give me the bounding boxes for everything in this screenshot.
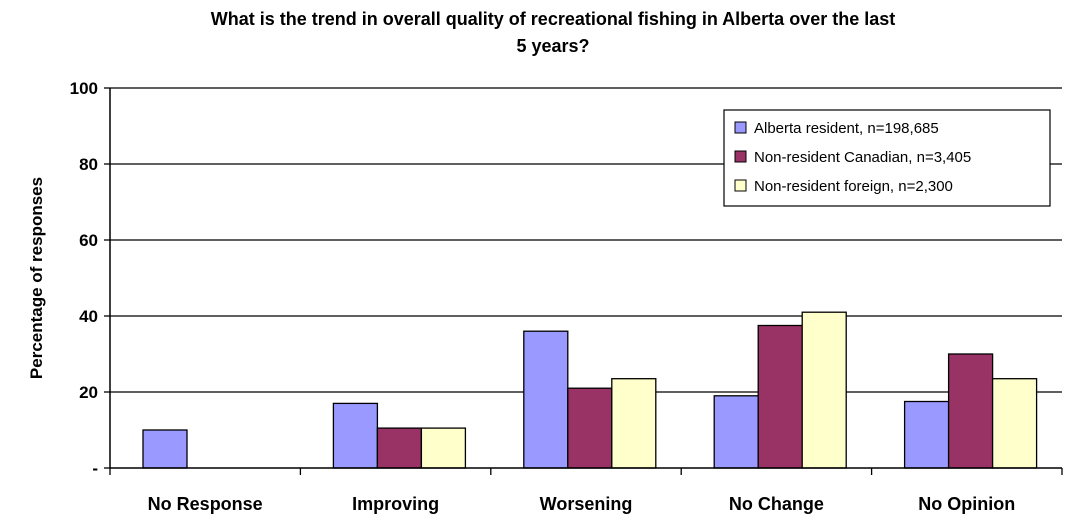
x-category-label: Worsening [540,494,633,514]
y-tick-label: 40 [79,307,98,326]
x-category-label: No Response [148,494,263,514]
legend: Alberta resident, n=198,685 Non-resident … [723,109,1051,207]
y-tick-label: - [92,459,98,478]
x-category-label: Improving [352,494,439,514]
y-tick-label: 20 [79,383,98,402]
bar-1-5 [903,400,950,469]
y-tick-label: 100 [70,79,98,98]
legend-swatch [734,179,747,192]
x-category-label: No Opinion [918,494,1015,514]
legend-swatch [734,150,747,163]
bar-2-3 [567,387,613,469]
bar-2-2 [376,427,423,469]
y-axis-label: Percentage of responses [27,177,46,379]
y-tick-label: 60 [79,231,98,250]
bar-1-2 [332,402,379,469]
bar-1-1 [142,429,188,469]
bar-3-4 [801,311,847,469]
bars [142,311,1038,469]
legend-entry-label: Non-resident foreign, n=2,300 [754,178,953,195]
bar-2-4 [757,324,803,469]
legend-box [723,109,1051,207]
bar-3-5 [991,378,1038,469]
axes: - 20 40 60 80 100 No Response Improving Worsenin… [70,79,1063,514]
bar-1-3 [523,330,569,469]
chart-title-line-2: 5 years? [516,36,589,56]
bar-1-4 [713,395,759,469]
x-category-label: No Change [729,494,824,514]
bar-3-2 [420,427,467,469]
bar-3-3 [611,378,657,469]
legend-entry-label: Non-resident Canadian, n=3,405 [754,149,971,166]
legend-entry-label: Alberta resident, n=198,685 [754,120,939,137]
legend-swatch [734,121,747,134]
chart-title-line-1: What is the trend in overall quality of … [211,9,895,29]
y-tick-label: 80 [79,155,98,174]
bar-2-5 [947,353,994,469]
